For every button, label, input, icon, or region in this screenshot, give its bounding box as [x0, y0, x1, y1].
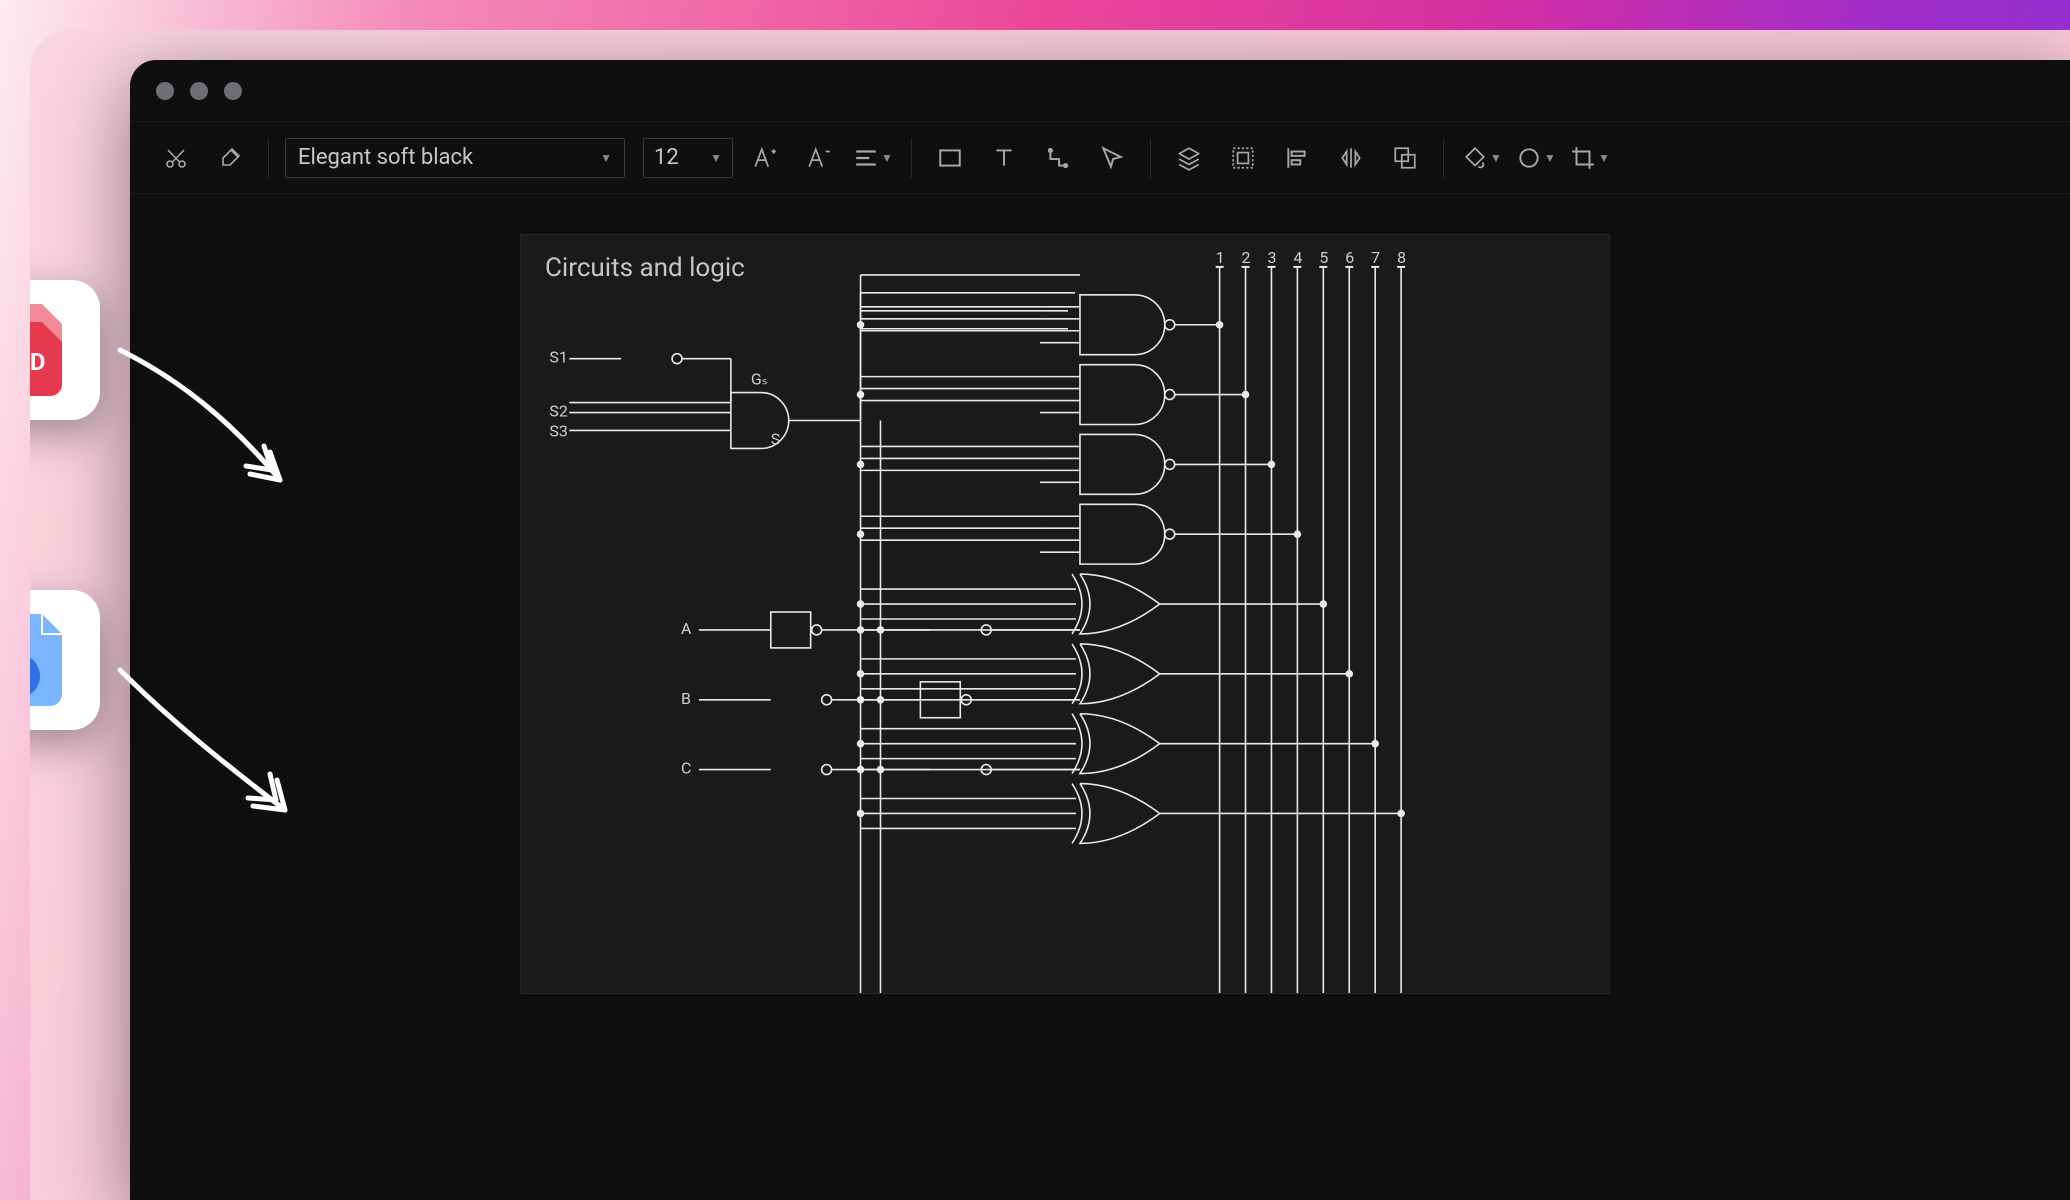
chevron-down-icon: ▼	[710, 151, 722, 165]
cad-file-icon: CAD	[30, 300, 76, 400]
crop-icon[interactable]: ▼	[1568, 136, 1612, 180]
svg-text:4: 4	[1293, 248, 1302, 267]
label-c: C	[681, 759, 691, 778]
svg-text:2: 2	[1242, 248, 1251, 267]
chevron-down-icon: ▼	[1544, 151, 1556, 165]
label-s2: S2	[549, 402, 567, 421]
font-decrease-icon[interactable]	[797, 136, 841, 180]
flip-horizontal-icon[interactable]	[1329, 136, 1373, 180]
shape-outline-icon[interactable]: ▼	[1514, 136, 1558, 180]
toolbar: Elegant soft black ▼ 12 ▼ ▼	[130, 122, 2070, 194]
svg-text:7: 7	[1371, 248, 1380, 267]
svg-text:8: 8	[1397, 248, 1406, 267]
toolbar-separator	[1150, 138, 1151, 178]
font-size-value: 12	[654, 145, 679, 170]
gradient-panel: Elegant soft black ▼ 12 ▼ ▼	[30, 30, 2070, 1200]
font-increase-icon[interactable]	[743, 136, 787, 180]
diagram-canvas[interactable]: Circuits and logic 12345678 S1 S2	[520, 234, 1610, 994]
rectangle-tool-icon[interactable]	[928, 136, 972, 180]
align-left-icon[interactable]	[1275, 136, 1319, 180]
cad-file-badge: CAD	[30, 280, 100, 420]
group-icon[interactable]	[1221, 136, 1265, 180]
label-s3: S3	[549, 421, 567, 440]
cut-icon[interactable]	[154, 136, 198, 180]
label-gs: Gₛ	[751, 370, 768, 389]
canvas-area: Circuits and logic 12345678 S1 S2	[130, 194, 2070, 1200]
label-b: B	[681, 689, 691, 708]
traffic-lights	[156, 82, 242, 100]
toolbar-separator	[1443, 138, 1444, 178]
traffic-minimize[interactable]	[190, 82, 208, 100]
text-tool-icon[interactable]	[982, 136, 1026, 180]
visio-file-icon: V	[30, 610, 76, 710]
svg-text:3: 3	[1267, 248, 1276, 267]
send-back-icon[interactable]	[1383, 136, 1427, 180]
connector-tool-icon[interactable]	[1036, 136, 1080, 180]
chevron-down-icon: ▼	[1598, 151, 1610, 165]
traffic-zoom[interactable]	[224, 82, 242, 100]
label-s1: S1	[549, 348, 567, 367]
visio-file-badge: V	[30, 590, 100, 730]
align-dropdown-icon[interactable]: ▼	[851, 136, 895, 180]
pointer-tool-icon[interactable]	[1090, 136, 1134, 180]
font-family-value: Elegant soft black	[298, 145, 473, 170]
chevron-down-icon: ▼	[881, 151, 893, 165]
label-a: A	[681, 619, 692, 638]
fill-color-icon[interactable]: ▼	[1460, 136, 1504, 180]
label-s: S	[771, 429, 780, 448]
toolbar-separator	[268, 138, 269, 178]
toolbar-separator	[911, 138, 912, 178]
chevron-down-icon: ▼	[1490, 151, 1502, 165]
font-size-select[interactable]: 12 ▼	[643, 138, 733, 178]
font-family-select[interactable]: Elegant soft black ▼	[285, 138, 625, 178]
svg-text:1: 1	[1216, 248, 1225, 267]
svg-text:5: 5	[1319, 248, 1328, 267]
traffic-close[interactable]	[156, 82, 174, 100]
app-window: Elegant soft black ▼ 12 ▼ ▼	[130, 60, 2070, 1200]
cad-badge-label: CAD	[30, 348, 45, 376]
svg-text:6: 6	[1345, 248, 1354, 267]
format-painter-icon[interactable]	[208, 136, 252, 180]
chevron-down-icon: ▼	[600, 151, 612, 165]
circuit-diagram: 12345678 S1 S2 S3	[521, 235, 1609, 993]
layers-icon[interactable]	[1167, 136, 1211, 180]
window-titlebar	[130, 60, 2070, 122]
